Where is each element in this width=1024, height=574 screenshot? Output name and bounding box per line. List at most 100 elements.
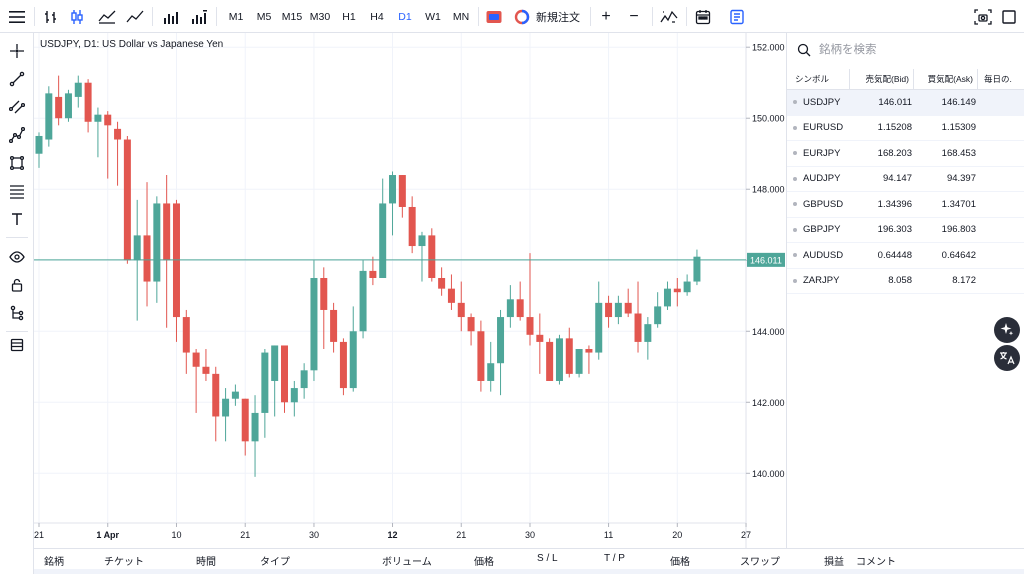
- trend-line-icon[interactable]: [5, 67, 29, 91]
- trade-column-header[interactable]: 損益: [824, 557, 844, 568]
- header-ask[interactable]: 買気配(Ask): [914, 69, 978, 90]
- trade-column-header[interactable]: 価格: [474, 557, 494, 568]
- price-tick-label: 152.000: [752, 43, 785, 53]
- translate-icon: [1000, 352, 1015, 365]
- chart-title: USDJPY, D1: US Dollar vs Japanese Yen: [40, 39, 224, 50]
- object-tree-icon[interactable]: [5, 301, 29, 325]
- candle-body: [418, 235, 426, 247]
- search-input[interactable]: [819, 41, 1009, 59]
- time-tick-label: 12: [388, 530, 398, 540]
- new-order-button[interactable]: 新規注文: [514, 0, 594, 33]
- line-chart-type-icon[interactable]: [124, 0, 146, 33]
- trade-column-header[interactable]: 時間: [196, 557, 216, 568]
- timeframe-h4[interactable]: H4: [370, 10, 384, 23]
- one-click-trading-icon[interactable]: [484, 0, 504, 33]
- candle-body: [408, 206, 416, 247]
- search-icon: [797, 43, 811, 57]
- row-ask: 8.172: [952, 275, 976, 287]
- channel-icon[interactable]: [5, 95, 29, 119]
- row-bid: 8.058: [888, 275, 912, 287]
- trade-column-header[interactable]: コメント: [856, 557, 896, 568]
- candle-body: [231, 391, 239, 399]
- timeframe-mn[interactable]: MN: [452, 10, 470, 23]
- header-daily[interactable]: 毎日の.: [984, 74, 1012, 84]
- watchlist-row[interactable]: AUDUSD 0.64448 0.64642: [787, 243, 1024, 269]
- row-symbol: USDJPY: [803, 96, 841, 108]
- candle-body: [261, 352, 269, 413]
- bar-chart-type-icon[interactable]: [40, 0, 62, 33]
- status-dot: [793, 176, 797, 181]
- candlestick-chart-type-icon[interactable]: [66, 0, 88, 33]
- lock-icon[interactable]: [5, 273, 29, 297]
- area-chart-type-icon[interactable]: [96, 0, 118, 33]
- candle-body: [300, 370, 308, 389]
- notes-icon[interactable]: [726, 0, 748, 33]
- candle-body: [349, 331, 357, 389]
- candlestick-chart[interactable]: 152.000150.000148.000146.000144.000142.0…: [34, 33, 786, 548]
- time-tick-label: 21: [34, 530, 44, 540]
- crosshair-icon[interactable]: [5, 39, 29, 63]
- current-price-badge: [747, 252, 785, 267]
- zoom-in-button[interactable]: +: [601, 7, 611, 25]
- text-tool-icon[interactable]: [5, 207, 29, 231]
- volume-icon[interactable]: [160, 0, 182, 33]
- header-bid[interactable]: 売気配(Bid): [850, 69, 914, 90]
- candle-body: [202, 366, 210, 374]
- polyline-icon[interactable]: [5, 123, 29, 147]
- timeframe-w1[interactable]: W1: [425, 10, 441, 23]
- fibonacci-icon[interactable]: [5, 179, 29, 203]
- watchlist-row[interactable]: GBPUSD 1.34396 1.34701: [787, 192, 1024, 218]
- candle-body: [526, 317, 534, 335]
- trade-column-header[interactable]: 価格: [670, 557, 690, 568]
- row-ask: 0.64642: [941, 249, 976, 261]
- price-chart[interactable]: 152.000150.000148.000146.000144.000142.0…: [34, 33, 786, 548]
- candle-body: [467, 317, 475, 332]
- trade-column-header[interactable]: ボリューム: [382, 557, 432, 568]
- time-tick-label: 11: [604, 530, 613, 540]
- drawing-toolbar: [0, 33, 34, 574]
- trade-column-header[interactable]: T / P: [604, 553, 625, 564]
- fullscreen-icon[interactable]: [998, 0, 1020, 33]
- candle-body: [241, 398, 249, 442]
- screenshot-icon[interactable]: [972, 0, 994, 33]
- row-bid: 146.011: [878, 96, 912, 108]
- layers-icon[interactable]: [5, 333, 29, 357]
- calendar-icon[interactable]: [692, 0, 714, 33]
- watchlist-row[interactable]: AUDJPY 94.147 94.397: [787, 167, 1024, 192]
- watchlist-row[interactable]: EURJPY 168.203 168.453: [787, 141, 1024, 167]
- candle-body: [35, 135, 43, 154]
- trade-column-header[interactable]: タイプ: [260, 557, 290, 568]
- watchlist-row[interactable]: EURUSD 1.15208 1.15309: [787, 116, 1024, 141]
- row-symbol: EURUSD: [803, 122, 844, 134]
- rectangle-icon[interactable]: [5, 151, 29, 175]
- trade-column-header[interactable]: スワップ: [740, 557, 780, 568]
- candle-body: [369, 270, 377, 278]
- candle-body: [634, 313, 642, 342]
- timeframe-h1[interactable]: H1: [342, 10, 356, 23]
- translate-button[interactable]: [994, 345, 1020, 371]
- time-tick-label: 21: [456, 530, 466, 540]
- status-dot: [793, 151, 797, 156]
- trade-column-header[interactable]: チケット: [104, 557, 144, 568]
- indicators-icon[interactable]: [658, 0, 680, 33]
- candle-body: [447, 288, 455, 303]
- watchlist-row[interactable]: USDJPY 146.011 146.149: [787, 90, 1024, 116]
- watchlist-row[interactable]: ZARJPY 8.058 8.172: [787, 269, 1024, 294]
- trade-column-header[interactable]: 銘柄: [44, 557, 64, 568]
- header-symbol[interactable]: シンボル: [787, 69, 850, 90]
- timeframe-m30[interactable]: M30: [309, 10, 331, 23]
- timeframe-m1[interactable]: M1: [228, 10, 244, 23]
- timeframe-m5[interactable]: M5: [256, 10, 272, 23]
- candle-body: [310, 278, 318, 371]
- watchlist-row[interactable]: GBPJPY 196.303 196.803: [787, 218, 1024, 243]
- candle-body: [673, 288, 681, 293]
- hamburger-menu-icon[interactable]: [6, 0, 28, 33]
- volume-tick-icon[interactable]: [188, 0, 210, 33]
- timeframe-m15[interactable]: M15: [281, 10, 303, 23]
- timeframe-d1[interactable]: D1: [398, 10, 412, 23]
- row-ask: 146.149: [941, 96, 976, 108]
- ai-assistant-button[interactable]: [994, 317, 1020, 343]
- zoom-out-button[interactable]: −: [629, 7, 639, 25]
- eye-icon[interactable]: [5, 245, 29, 269]
- trade-column-header[interactable]: S / L: [537, 553, 558, 564]
